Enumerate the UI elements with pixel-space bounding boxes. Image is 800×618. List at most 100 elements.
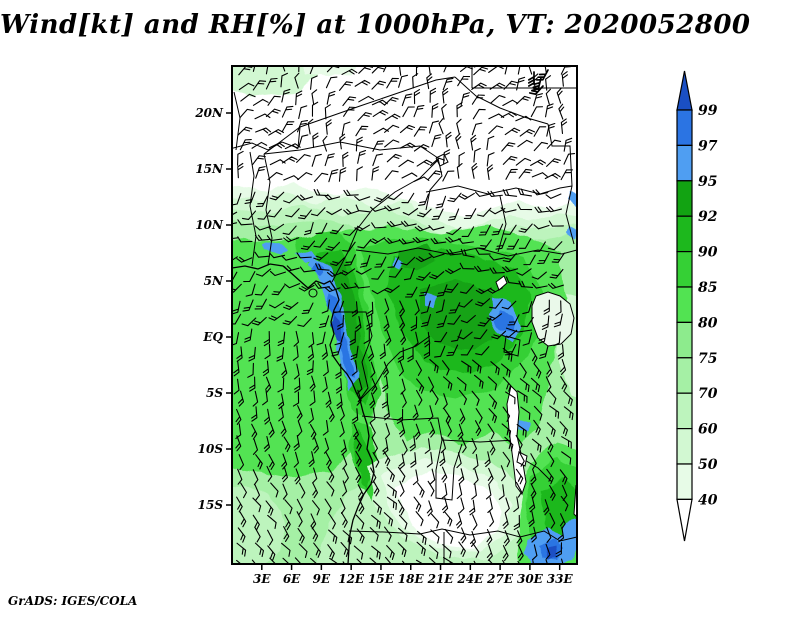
wind-barb — [518, 168, 533, 179]
wind-barb — [266, 465, 273, 482]
wind-barb — [533, 141, 549, 152]
colorbar-segment — [676, 321, 693, 359]
wind-barb — [372, 153, 383, 167]
wind-barb — [414, 423, 421, 440]
wind-barb — [383, 450, 391, 467]
wind-barb — [308, 407, 314, 424]
wind-barb — [281, 255, 298, 261]
wind-barb — [501, 363, 511, 378]
wind-barb — [283, 436, 291, 453]
wind-barb — [309, 424, 317, 440]
wind-barb — [487, 376, 498, 391]
wind-barb — [474, 191, 491, 197]
wind-barb — [441, 103, 447, 120]
wind-barb — [371, 514, 381, 529]
wind-barb — [515, 115, 532, 122]
wind-barb — [323, 360, 329, 377]
wind-barb — [267, 529, 274, 546]
wind-barb — [367, 301, 374, 318]
wind-barb — [545, 103, 554, 118]
wind-barb — [232, 222, 238, 225]
wind-barb — [472, 454, 479, 470]
wind-barb — [282, 66, 286, 72]
wind-barb — [316, 331, 326, 346]
wind-barb — [545, 559, 548, 564]
wind-barb — [459, 192, 475, 200]
country-border — [435, 439, 463, 501]
wind-barb — [308, 451, 315, 468]
colorbar-level-label: 95 — [698, 174, 717, 190]
rh-shade-region — [262, 243, 290, 256]
wind-barb — [504, 66, 510, 75]
wind-barb — [444, 528, 454, 544]
wind-barb — [313, 542, 321, 558]
wind-barb — [561, 451, 572, 465]
wind-barb — [503, 80, 518, 90]
wind-barb — [296, 405, 303, 422]
wind-barb — [311, 526, 319, 542]
wind-barb — [495, 237, 507, 250]
wind-barb — [560, 118, 568, 134]
wind-barb — [232, 211, 238, 216]
wind-barb — [386, 77, 399, 89]
wind-barb — [236, 256, 253, 263]
wind-barb — [314, 172, 329, 183]
wind-barb — [439, 450, 446, 467]
wind-barb — [241, 317, 257, 327]
wind-barb — [428, 252, 445, 259]
wind-barb — [409, 435, 416, 452]
wind-barb — [456, 163, 463, 179]
wind-barb — [442, 77, 454, 91]
country-border — [357, 335, 431, 403]
wind-barb — [400, 378, 406, 395]
wind-barb — [532, 544, 538, 561]
wind-barb — [265, 108, 281, 118]
rh-shade-region — [232, 66, 318, 96]
lat-tick-label: 10S — [198, 442, 224, 456]
wind-barb — [488, 125, 504, 135]
wind-barb — [446, 226, 462, 236]
wind-barb — [398, 453, 405, 470]
wind-barb — [296, 120, 308, 133]
wind-barb — [415, 511, 424, 527]
wind-barb — [418, 193, 429, 207]
wind-barb — [303, 221, 314, 236]
wind-barb — [487, 190, 503, 197]
wind-barb — [294, 468, 301, 485]
wind-barb — [458, 389, 467, 406]
wind-barb — [252, 155, 266, 166]
wind-barb — [472, 514, 478, 531]
wind-barb — [384, 298, 390, 315]
wind-barb — [326, 90, 336, 105]
wind-barb — [456, 118, 462, 135]
wind-barb — [341, 68, 358, 75]
wind-barb — [546, 436, 554, 453]
wind-barb — [531, 438, 542, 453]
wind-barb — [475, 346, 490, 356]
wind-barb — [387, 191, 403, 201]
wind-barb — [429, 271, 445, 280]
wind-barb — [265, 66, 270, 75]
wind-barb — [486, 135, 495, 151]
colorbar-level-label: 85 — [698, 280, 717, 296]
colorbar-segment — [676, 463, 693, 501]
wind-barb — [517, 560, 521, 564]
wind-barb — [355, 450, 362, 467]
wind-barb — [559, 421, 568, 437]
wind-barb — [416, 208, 432, 218]
wind-barb — [549, 268, 564, 279]
wind-barb — [339, 268, 356, 276]
wind-barb — [557, 344, 565, 360]
wind-barb — [445, 131, 452, 148]
wind-barb — [560, 376, 568, 392]
wind-barb — [255, 195, 268, 208]
wind-barb — [532, 189, 549, 196]
wind-barb — [504, 497, 510, 514]
wind-barb — [384, 526, 392, 542]
wind-barb — [356, 558, 363, 564]
wind-barb — [252, 66, 256, 72]
wind-barb — [371, 287, 388, 295]
wind-barb — [263, 408, 271, 425]
lat-tick-label: 10N — [195, 218, 224, 232]
wind-barbs-layer — [232, 66, 576, 564]
